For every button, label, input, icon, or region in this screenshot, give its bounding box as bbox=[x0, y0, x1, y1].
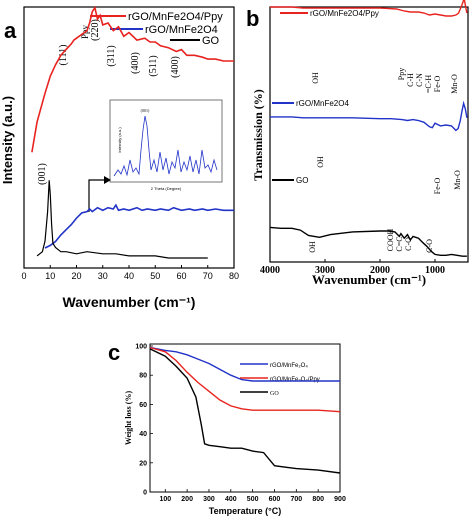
panel-c-series-line bbox=[149, 348, 341, 474]
peak-label: (400) bbox=[170, 56, 181, 78]
panel-b-ylabel: Transmission (%) bbox=[251, 89, 265, 180]
ftir-annotation: Fe-O bbox=[433, 178, 442, 195]
panel-b-x-tick-label: 1000 bbox=[425, 265, 445, 276]
panel-b-legend: rGO/MnFe2O4/Ppy rGO/MnFe2O4 GO bbox=[272, 9, 379, 185]
peak-label: (511) bbox=[148, 55, 159, 76]
panel-a-x-tick-label: 70 bbox=[203, 271, 213, 281]
ftir-annotation: Mn-O bbox=[450, 74, 459, 94]
ftir-annotation: C-N bbox=[415, 73, 424, 87]
panel-c-x-tick-label: 200 bbox=[181, 496, 193, 503]
panel-a-xlabel: Wavenumber (cm⁻¹) bbox=[63, 294, 196, 310]
ftir-annotation: C-O bbox=[425, 239, 434, 253]
panel-a-x-tick-label: 40 bbox=[124, 271, 134, 281]
ftir-annotation: Ppy bbox=[397, 68, 406, 80]
inset-frame bbox=[109, 99, 223, 183]
peak-label: (311) bbox=[106, 45, 117, 66]
panel-b-xlabel: Wavenumber (cm⁻¹) bbox=[312, 272, 426, 287]
ftir-annotation: Fe-O bbox=[433, 76, 442, 93]
panel-c-x-tick-label: 900 bbox=[334, 496, 346, 503]
peak-label: (400) bbox=[130, 52, 141, 74]
legend-b-label-2: GO bbox=[296, 176, 308, 185]
inset-series-line bbox=[113, 115, 218, 177]
ftir-annotation: C=C bbox=[395, 236, 404, 251]
panel-a-x-tick-label: 60 bbox=[176, 271, 186, 281]
legend-c-label-0: rGO/MnFe₂O₄ bbox=[270, 363, 308, 369]
panel-a-letter: a bbox=[4, 18, 17, 43]
ftir-annotation: OH bbox=[308, 241, 317, 253]
panel-c-y-tick-label: 40 bbox=[139, 431, 147, 438]
panel-b-series-line bbox=[270, 0, 468, 17]
panel-c-y-tick-label: 60 bbox=[139, 402, 147, 409]
panel-a-series-line bbox=[36, 180, 208, 259]
panel-b-series-line bbox=[269, 226, 467, 257]
panel-a-x-tick-label: 0 bbox=[21, 271, 26, 281]
panel-b-letter: b bbox=[246, 6, 259, 31]
ftir-annotation: =C-H bbox=[424, 75, 433, 94]
panel-c-series-line bbox=[149, 346, 341, 413]
inset-xlabel: 2 Theta (Degree) bbox=[151, 186, 182, 191]
panel-c-y-tick-label: 0 bbox=[143, 490, 147, 497]
inset-peak-label: (001) bbox=[141, 108, 150, 113]
panel-c-series-line bbox=[149, 346, 340, 382]
panel-a-x-tick-label: 20 bbox=[71, 271, 81, 281]
panel-c-y-tick-label: 20 bbox=[139, 460, 147, 467]
ftir-annotation: OH bbox=[311, 72, 320, 84]
inset-ylabel: Intensity (a.u.) bbox=[117, 127, 122, 153]
panel-c-x-tick-label: 300 bbox=[203, 496, 215, 503]
panel-a-ylabel: Intensity (a.u.) bbox=[0, 96, 15, 184]
panel-a-legend: rGO/MnFe2O4/Ppy rGO/MnFe2O4 GO bbox=[90, 11, 223, 47]
panel-b-annotations: OH Ppy C-H C-N =C-H Fe-O Mn-O OH Fe-O Mn… bbox=[308, 68, 462, 253]
panel-c-x-tick-label: 800 bbox=[312, 496, 324, 503]
inset-arrowhead bbox=[104, 176, 111, 184]
panel-c-x-tick-label: 400 bbox=[225, 496, 237, 503]
ftir-annotation: OH bbox=[316, 156, 325, 168]
panel-b-x-tick-label: 4000 bbox=[260, 265, 280, 276]
panel-a-x-tick-label: 50 bbox=[150, 271, 160, 281]
legend-c-label-2: GO bbox=[270, 391, 279, 397]
panel-c-ylabel: Weight loss (%) bbox=[124, 391, 133, 446]
panel-c-y-tick-label: 80 bbox=[139, 373, 147, 380]
panel-c-y-tick-label: 100 bbox=[135, 344, 147, 351]
panel-b-x-tick-label: 2000 bbox=[370, 265, 390, 276]
panel-a-x-tick-label: 30 bbox=[98, 271, 108, 281]
ftir-annotation: Mn-O bbox=[453, 170, 462, 190]
legend-b-label-1: rGO/MnFe2O4 bbox=[296, 99, 349, 108]
legend-a-label-0: rGO/MnFe2O4/Ppy bbox=[128, 11, 223, 23]
legend-b-label-0: rGO/MnFe2O4/Ppy bbox=[310, 9, 379, 18]
panel-c-x-tick-label: 500 bbox=[247, 496, 259, 503]
ftir-annotation: C-H bbox=[406, 73, 415, 87]
peak-label: (220) bbox=[90, 19, 101, 41]
panel-a-series-line bbox=[31, 5, 234, 153]
ftir-annotation: C-O bbox=[404, 237, 413, 251]
peak-label: (111) bbox=[58, 45, 69, 66]
ftir-annotation: COOH bbox=[386, 228, 395, 251]
panel-b-frame bbox=[269, 6, 469, 263]
panel-b-x-tick-label: 3000 bbox=[315, 265, 335, 276]
panel-c-xlabel: Temperature (°C) bbox=[209, 506, 281, 516]
panel-a-inset: (001) 2 Theta (Degree) Intensity (a.u.) bbox=[109, 99, 223, 191]
panel-c-x-tick-label: 600 bbox=[269, 496, 281, 503]
panel-c-frame bbox=[149, 343, 341, 493]
panel-c-letter: c bbox=[108, 340, 120, 365]
peak-label: (001) bbox=[37, 163, 48, 185]
legend-a-label-1: rGO/MnFe2O4 bbox=[145, 24, 218, 36]
panel-b-series-line bbox=[270, 100, 468, 132]
inset-arrow bbox=[88, 179, 104, 212]
legend-a-label-2: GO bbox=[202, 35, 220, 47]
panel-c-x-tick-label: 700 bbox=[290, 496, 302, 503]
panel-a-x-tick-label: 80 bbox=[229, 271, 239, 281]
panel-c-legend: rGO/MnFe₂O₄ rGO/MnFe₂O₄/Ppy GO bbox=[240, 363, 320, 397]
panel-a-series-line bbox=[44, 203, 234, 249]
panel-c-x-tick-label: 100 bbox=[159, 496, 171, 503]
panel-a-x-tick-label: 10 bbox=[45, 271, 55, 281]
legend-c-label-1: rGO/MnFe₂O₄/Ppy bbox=[270, 377, 320, 383]
